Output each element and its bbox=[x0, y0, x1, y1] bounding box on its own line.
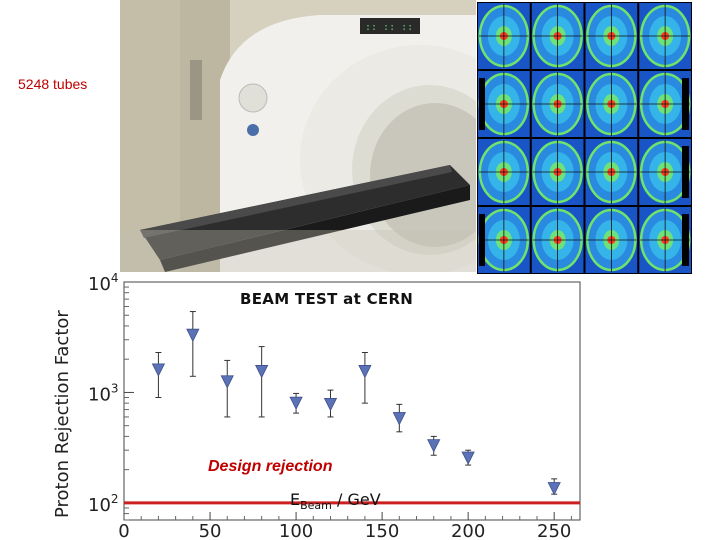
data-marker bbox=[427, 439, 441, 453]
x-axis-label-sub: Beam bbox=[300, 499, 332, 513]
data-point bbox=[358, 351, 372, 404]
data-marker bbox=[323, 397, 338, 412]
data-point bbox=[392, 403, 406, 433]
y-tick-base: 10 bbox=[88, 384, 111, 405]
detector-image-grid bbox=[477, 2, 692, 274]
x-tick-label: 150 bbox=[365, 521, 399, 540]
detector-cell bbox=[478, 71, 530, 137]
detector-cell bbox=[531, 139, 584, 205]
y-tick-exp: 3 bbox=[111, 381, 119, 395]
y-tick-label: 103 bbox=[88, 381, 119, 405]
data-point bbox=[289, 392, 303, 414]
detector-cell bbox=[478, 207, 530, 273]
data-point bbox=[220, 359, 234, 418]
y-tick-exp: 4 bbox=[111, 271, 119, 285]
detector-cell bbox=[531, 71, 584, 137]
detector-cell bbox=[639, 139, 691, 205]
detector-cell bbox=[639, 71, 691, 137]
data-marker bbox=[461, 451, 475, 465]
scanner-photo: :: :: :: bbox=[120, 0, 476, 272]
x-tick-label: 200 bbox=[451, 521, 485, 540]
y-tick-label: 104 bbox=[88, 271, 119, 295]
x-tick-label: 250 bbox=[537, 521, 571, 540]
plot-frame bbox=[123, 281, 581, 521]
y-tick-exp: 2 bbox=[111, 492, 119, 506]
data-marker bbox=[289, 396, 303, 411]
detector-cell bbox=[531, 207, 584, 273]
data-marker bbox=[392, 412, 406, 426]
y-axis-label: Proton Rejection Factor bbox=[52, 310, 73, 518]
data-marker bbox=[358, 365, 372, 379]
data-marker bbox=[220, 375, 234, 389]
tubes-label: 5248 tubes bbox=[18, 76, 88, 92]
data-point bbox=[461, 449, 475, 466]
data-point bbox=[255, 346, 269, 418]
detector-cell bbox=[478, 139, 530, 205]
x-axis-label-main: E bbox=[290, 490, 301, 509]
y-tick-base: 10 bbox=[88, 495, 111, 516]
chart-title: BEAM TEST at CERN bbox=[240, 290, 414, 308]
x-tick-label: 0 bbox=[118, 521, 129, 540]
data-marker bbox=[151, 363, 166, 377]
x-tick-label: 50 bbox=[199, 521, 222, 540]
rejection-chart: 104 103 102 0 50 100 150 200 250 bbox=[0, 262, 600, 540]
detector-cell bbox=[639, 207, 691, 273]
detector-cell bbox=[585, 3, 638, 69]
x-tick-label: 100 bbox=[279, 521, 313, 540]
data-point bbox=[427, 435, 441, 456]
detector-cell bbox=[531, 3, 584, 69]
data-point bbox=[323, 389, 338, 418]
detector-cell bbox=[585, 207, 638, 273]
detector-cell bbox=[585, 139, 638, 205]
data-point bbox=[151, 351, 166, 398]
detector-cell bbox=[639, 3, 691, 69]
data-marker bbox=[547, 482, 561, 496]
svg-text::: :: ::: :: :: :: bbox=[365, 22, 413, 33]
data-point bbox=[547, 478, 561, 496]
y-tick-label: 102 bbox=[88, 492, 119, 516]
data-marker bbox=[255, 365, 269, 379]
x-axis-label-rest: / GeV bbox=[331, 490, 381, 509]
design-rejection-label: Design rejection bbox=[208, 458, 333, 475]
y-tick-base: 10 bbox=[88, 274, 111, 295]
detector-cell bbox=[478, 3, 530, 69]
data-point bbox=[186, 311, 200, 377]
detector-cell bbox=[585, 71, 638, 137]
data-marker bbox=[186, 328, 200, 343]
x-axis-label: EBeam / GeV bbox=[290, 490, 381, 512]
